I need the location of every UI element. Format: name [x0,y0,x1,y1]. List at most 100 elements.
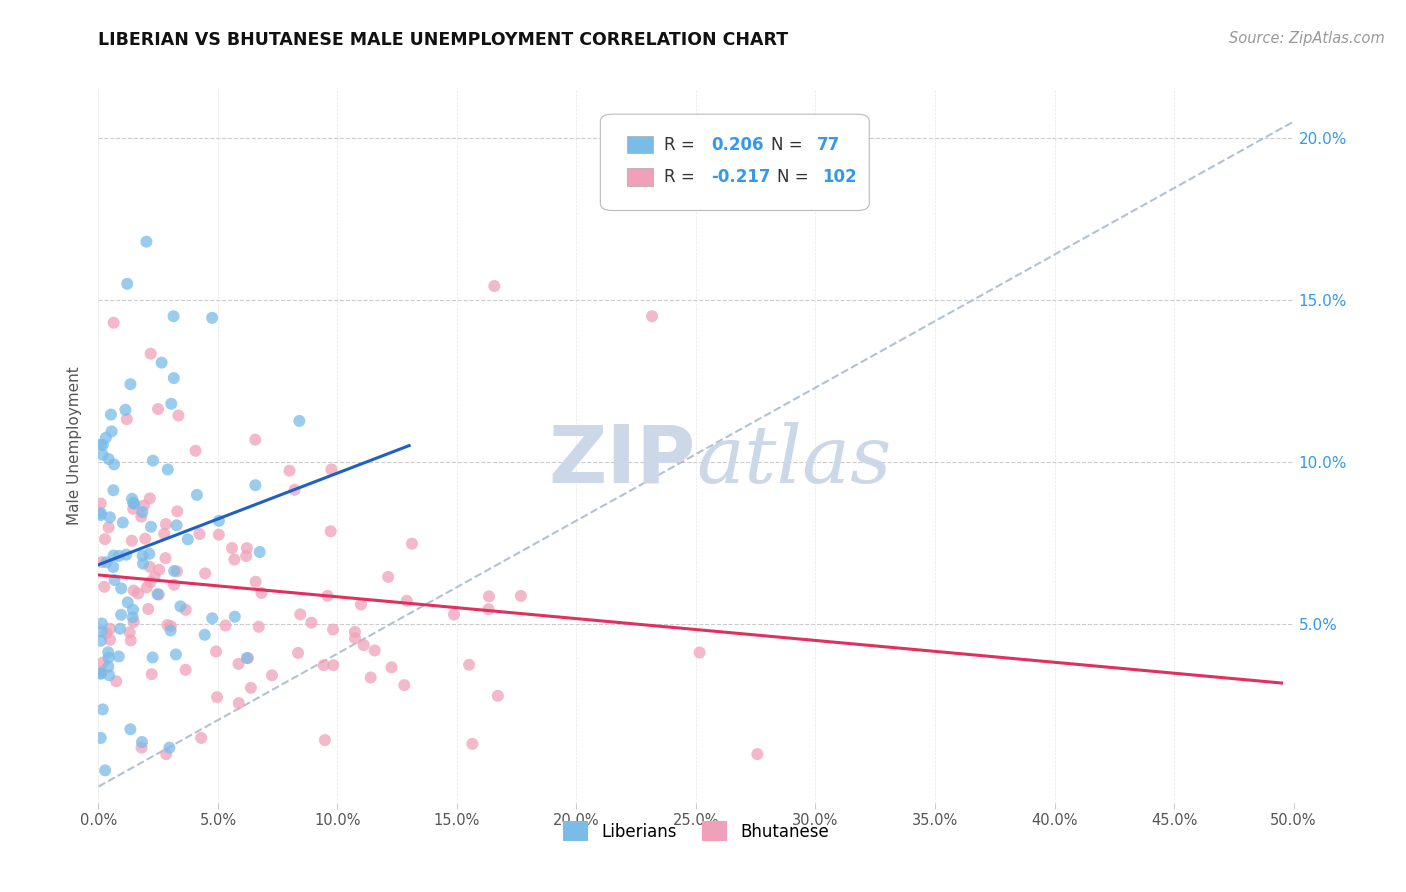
Point [110,607,132,622]
Point [94,431,117,445]
Point [221,541,243,555]
Point [208,527,231,541]
Text: 102: 102 [823,168,858,186]
Point [121,491,143,506]
Text: R =: R = [664,136,700,153]
Point [236,651,259,665]
Point [97,659,120,673]
Point [90,506,112,520]
Point [90,555,112,569]
Point [115,548,138,562]
Point [143,570,166,584]
Point [141,667,163,681]
Point [353,638,375,652]
Point [96,626,118,640]
Point [110,582,132,596]
Point [134,532,156,546]
Point [159,624,181,638]
Point [96,555,118,569]
Point [245,574,267,589]
Point [312,658,335,673]
Point [163,371,186,385]
Point [100,408,122,422]
Point [165,648,187,662]
Text: N =: N = [778,168,814,186]
Point [194,566,217,581]
Text: ZIP: ZIP [548,421,696,500]
Point [458,657,481,672]
Point [91,438,114,452]
Point [131,549,153,563]
Point [394,678,416,692]
Point [91,624,114,639]
Point [103,549,125,563]
Point [174,603,197,617]
Point [201,611,224,625]
Point [103,560,125,574]
Point [107,549,129,563]
Point [139,575,162,590]
Point [228,657,250,671]
Point [247,620,270,634]
Text: 0.206: 0.206 [711,136,763,153]
Point [319,524,342,539]
Point [166,518,188,533]
Point [278,464,301,478]
Point [290,607,312,622]
Point [350,598,373,612]
Point [114,402,136,417]
Point [344,632,367,646]
Point [169,599,191,614]
Point [509,589,531,603]
Point [97,452,120,467]
Point [142,453,165,467]
Point [146,402,169,417]
Point [239,681,262,695]
Point [284,483,307,497]
Point [184,443,207,458]
Point [260,668,283,682]
Point [98,668,121,682]
Point [90,731,112,745]
Point [122,603,145,617]
Point [235,549,257,563]
Point [159,740,181,755]
FancyBboxPatch shape [627,169,652,186]
Point [343,624,366,639]
Point [139,520,162,534]
Point [155,551,177,566]
Point [224,609,246,624]
Point [97,645,120,659]
Point [115,277,138,291]
Text: Source: ZipAtlas.com: Source: ZipAtlas.com [1229,31,1385,46]
Point [98,510,121,524]
Point [401,537,423,551]
Point [163,578,186,592]
Point [163,564,186,578]
Point [122,583,145,598]
Point [166,504,188,518]
Point [167,409,190,423]
Point [139,491,162,506]
Point [236,651,259,665]
Text: atlas: atlas [696,422,891,499]
Point [162,310,184,324]
Point [108,622,131,636]
Point [208,514,231,528]
Point [103,316,125,330]
Point [117,595,139,609]
Point [166,565,188,579]
Point [174,663,197,677]
Point [477,602,499,616]
Point [135,581,157,595]
Point [321,462,343,476]
Point [156,462,179,476]
Point [91,448,114,462]
Point [299,615,322,630]
Point [146,587,169,601]
Point [205,644,228,658]
Point [90,666,112,681]
Point [190,731,212,745]
Point [94,532,117,546]
Point [115,412,138,426]
